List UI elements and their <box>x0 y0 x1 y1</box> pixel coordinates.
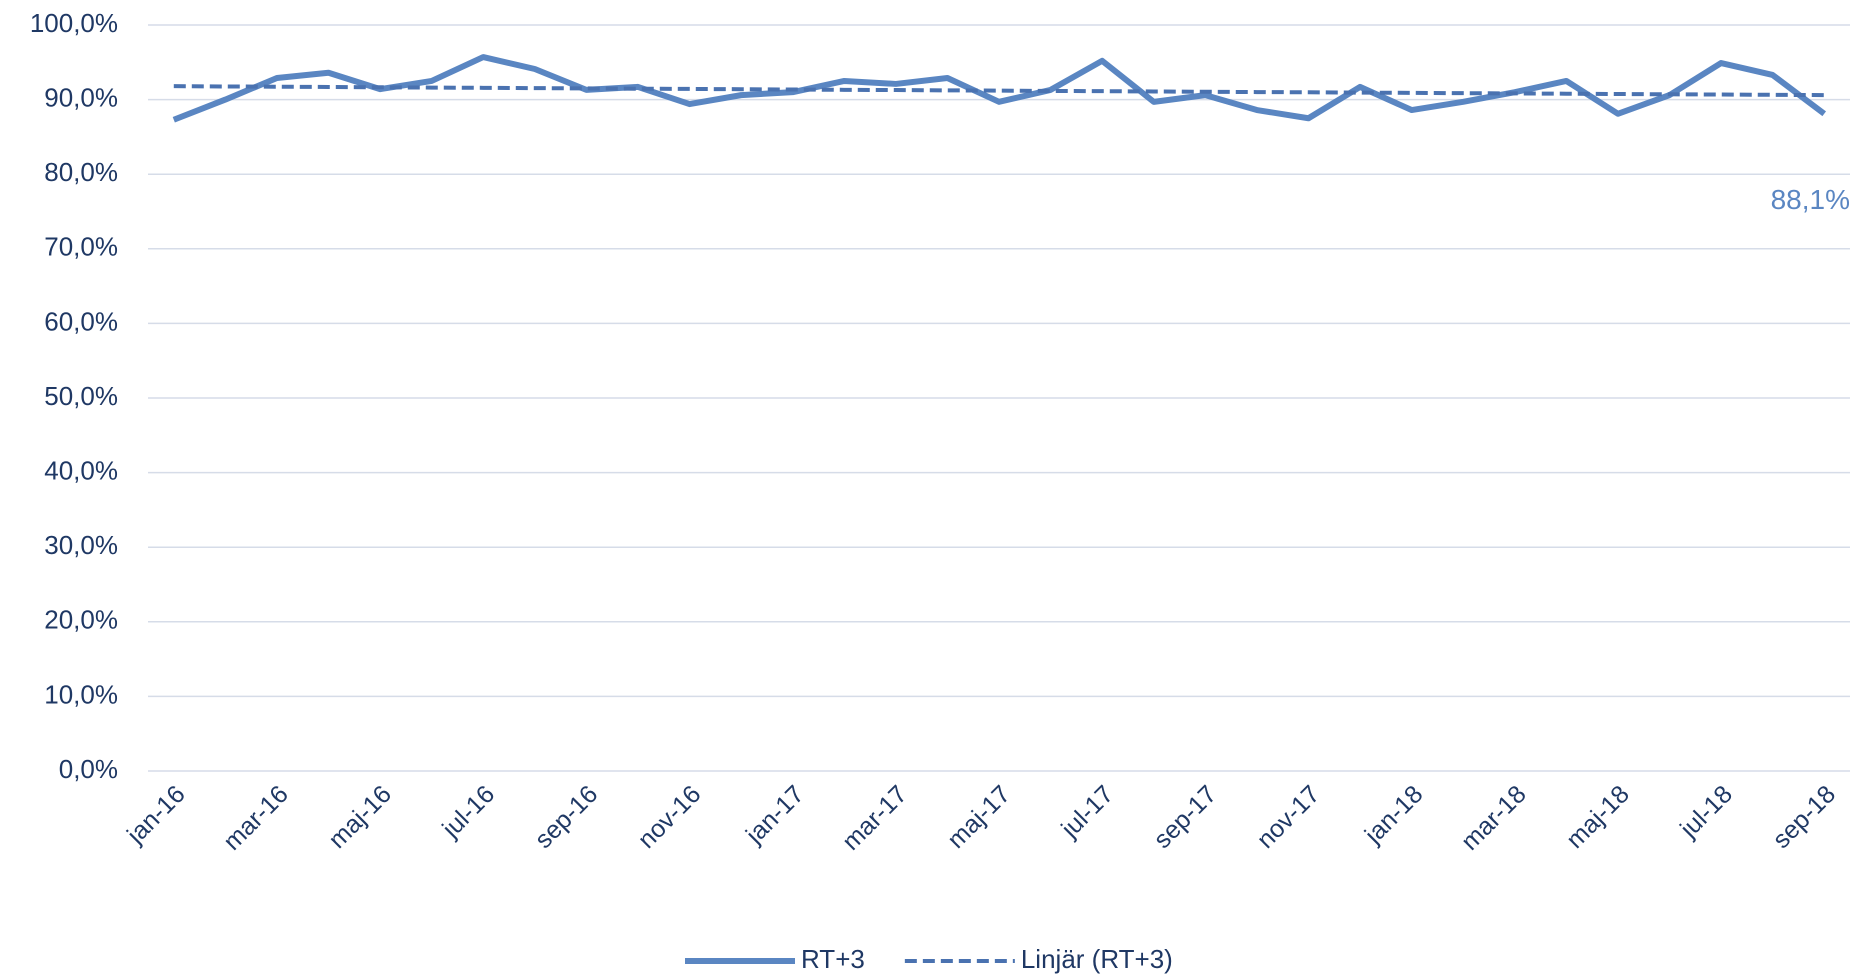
x-tick-label: maj-16 <box>323 780 397 854</box>
x-tick-label: nov-16 <box>633 780 707 854</box>
x-tick-label: maj-18 <box>1561 780 1635 854</box>
y-tick-label: 70,0% <box>44 232 118 262</box>
x-tick-label: jul-16 <box>436 780 500 844</box>
series-line <box>173 84 1825 98</box>
y-tick-label: 0,0% <box>59 754 118 784</box>
y-tick-label: 40,0% <box>44 455 118 485</box>
y-tick-label: 20,0% <box>44 605 118 635</box>
x-tick-label: mar-16 <box>218 780 294 856</box>
x-tick-label: mar-18 <box>1456 780 1532 856</box>
x-tick-label: maj-17 <box>942 780 1016 854</box>
legend-label: Linjär (RT+3) <box>1021 944 1173 974</box>
data-label: 88,1% <box>1771 184 1850 215</box>
x-tick-label: jul-18 <box>1674 780 1738 844</box>
x-tick-label: sep-18 <box>1767 780 1841 854</box>
y-tick-label: 90,0% <box>44 82 118 112</box>
y-tick-label: 50,0% <box>44 381 118 411</box>
y-tick-label: 80,0% <box>44 157 118 187</box>
x-tick-label: jul-17 <box>1055 780 1119 844</box>
series-line <box>172 54 1827 123</box>
x-tick-label: jan-18 <box>1359 780 1429 850</box>
y-tick-label: 100,0% <box>30 8 118 38</box>
x-tick-label: jan-16 <box>121 780 191 850</box>
y-tick-label: 30,0% <box>44 530 118 560</box>
y-tick-label: 10,0% <box>44 679 118 709</box>
y-tick-label: 60,0% <box>44 306 118 336</box>
x-tick-label: sep-16 <box>529 780 603 854</box>
x-tick-label: jan-17 <box>740 780 810 850</box>
x-tick-label: nov-17 <box>1252 780 1326 854</box>
legend-label: RT+3 <box>801 944 865 974</box>
x-tick-label: sep-17 <box>1148 780 1222 854</box>
x-tick-label: mar-17 <box>837 780 913 856</box>
